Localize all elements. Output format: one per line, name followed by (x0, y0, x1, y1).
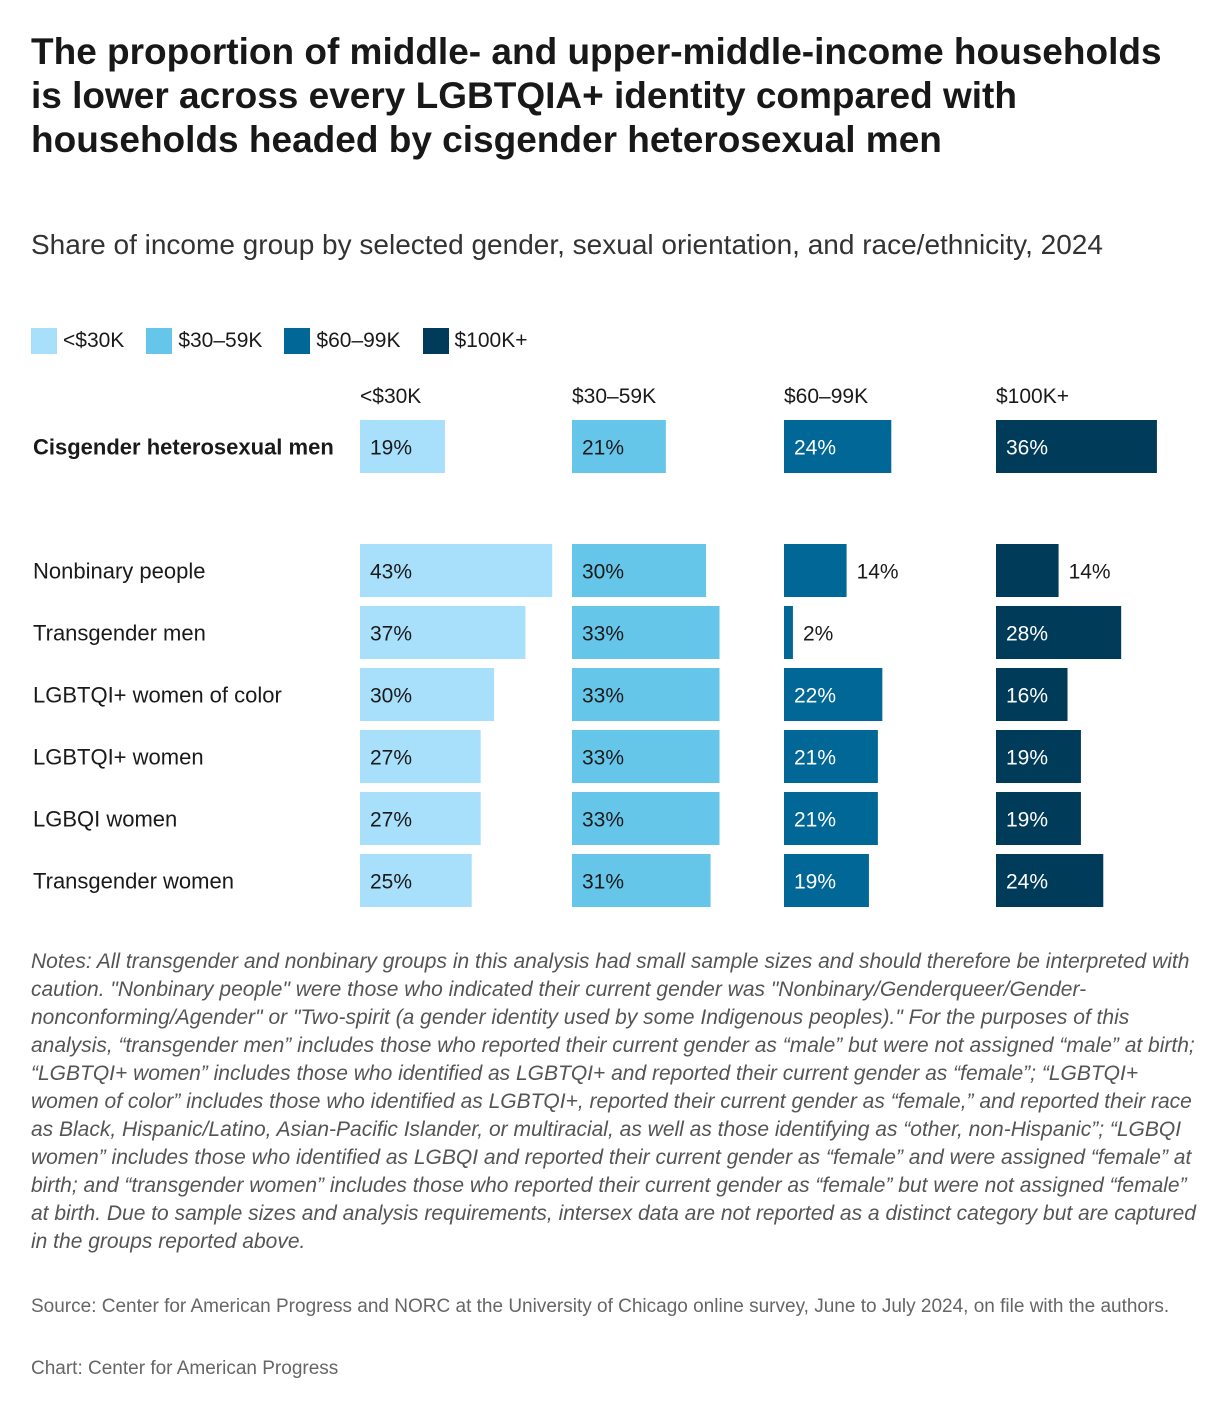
legend-item: <$30K (31, 328, 124, 354)
bar (360, 792, 481, 845)
row-label: LGBTQI+ women of color (33, 683, 282, 708)
data-label: 19% (794, 871, 836, 894)
bar (360, 420, 445, 473)
bar (784, 854, 869, 907)
bar (572, 792, 720, 845)
bar (996, 668, 1068, 721)
legend-label: <$30K (63, 329, 125, 352)
bar (784, 668, 883, 721)
data-label: 33% (582, 623, 624, 646)
data-label: 21% (794, 809, 836, 832)
data-label: 33% (582, 747, 624, 770)
bar (996, 730, 1081, 783)
bar (996, 854, 1104, 907)
bar (360, 854, 472, 907)
data-label: 14% (1069, 561, 1111, 584)
bar (572, 854, 711, 907)
data-label: 24% (794, 437, 836, 460)
data-label: 22% (794, 685, 836, 708)
bar (784, 606, 793, 659)
data-label: 36% (1006, 437, 1048, 460)
row-label: Transgender women (33, 869, 234, 894)
row-label: Nonbinary people (33, 559, 205, 584)
data-label: 2% (803, 623, 833, 646)
bar (360, 730, 481, 783)
data-label: 19% (1006, 747, 1048, 770)
bar (360, 544, 553, 597)
data-label: 16% (1006, 685, 1048, 708)
bar (572, 544, 707, 597)
bar (360, 668, 495, 721)
data-label: 21% (582, 437, 624, 460)
column-header: <$30K (360, 385, 421, 408)
legend-swatch (284, 328, 311, 354)
bar (784, 544, 847, 597)
legend-label: $60–99K (316, 329, 401, 352)
data-label: 31% (582, 871, 624, 894)
legend-item: $60–99K (284, 328, 401, 354)
data-label: 33% (582, 685, 624, 708)
bar (996, 420, 1157, 473)
column-header: $60–99K (784, 385, 868, 408)
data-label: 21% (794, 747, 836, 770)
legend-swatch (422, 328, 449, 354)
column-header: $100K+ (996, 385, 1069, 408)
bar-chart: <$30K $30–59K $60–99K $100K+ Cisgender heter… (33, 385, 1157, 907)
bar (784, 420, 892, 473)
chart-source: Source: Center for American Progress and… (31, 1296, 1170, 1317)
data-label: 33% (582, 809, 624, 832)
column-header: $30–59K (572, 385, 656, 408)
legend-item: $100K+ (422, 328, 528, 354)
chart-notes: Notes: All transgender and nonbinary gro… (31, 950, 1196, 1253)
bar (572, 668, 720, 721)
bar (784, 792, 878, 845)
legend-label: $30–59K (178, 329, 263, 352)
data-label: 37% (370, 623, 412, 646)
row-label: Transgender men (33, 621, 206, 646)
data-label: 14% (857, 561, 899, 584)
row-label: LGBQI women (33, 807, 177, 832)
data-label: 43% (370, 561, 412, 584)
bar (572, 606, 720, 659)
data-label: 24% (1006, 871, 1048, 894)
bar (784, 730, 878, 783)
data-label: 27% (370, 809, 412, 832)
chart-subtitle: Share of income group by selected gender… (31, 229, 1103, 260)
legend-label: $100K+ (454, 329, 528, 352)
bar (572, 420, 666, 473)
chart-credit: Chart: Center for American Progress (31, 1358, 339, 1379)
bar (996, 544, 1059, 597)
chart-title: The proportion of middle- and upper-midd… (31, 31, 1162, 160)
data-label: 19% (370, 437, 412, 460)
bar (996, 792, 1081, 845)
legend: <$30K $30–59K $60–99K $100K+ (31, 326, 550, 356)
data-label: 30% (370, 685, 412, 708)
data-label: 28% (1006, 623, 1048, 646)
bar (572, 730, 720, 783)
data-label: 30% (582, 561, 624, 584)
legend-item: $30–59K (146, 328, 262, 354)
row-label: LGBTQI+ women (33, 745, 204, 770)
data-label: 19% (1006, 809, 1048, 832)
bar (360, 606, 526, 659)
legend-swatch (146, 328, 173, 354)
data-label: 27% (370, 747, 412, 770)
bar (996, 606, 1122, 659)
row-label: Cisgender heterosexual men (33, 435, 334, 460)
legend-swatch (31, 328, 57, 354)
data-label: 25% (370, 871, 412, 894)
